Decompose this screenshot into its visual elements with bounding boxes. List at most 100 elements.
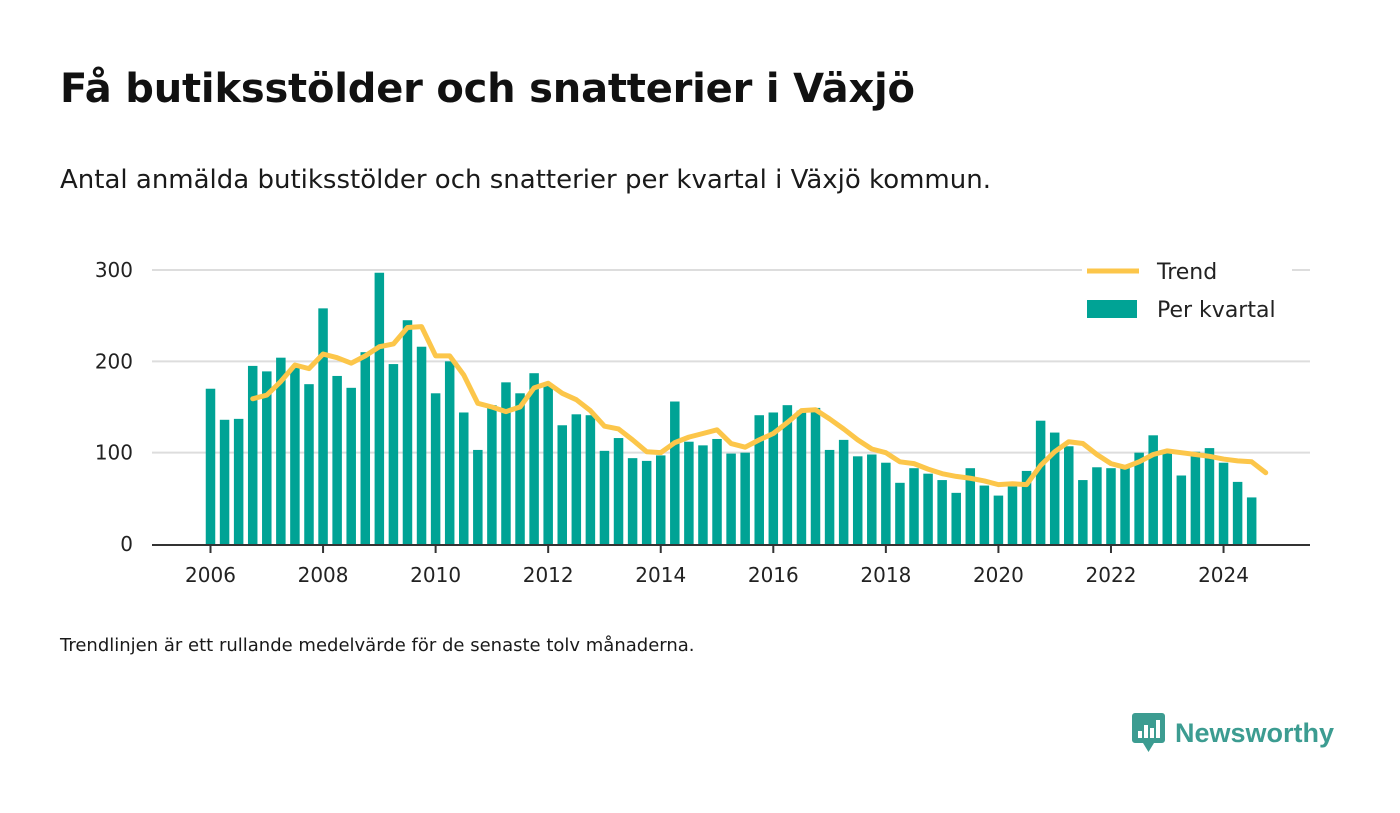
x-tick-label-2020: 2020 bbox=[973, 563, 1024, 587]
bar bbox=[881, 462, 891, 544]
bar bbox=[1092, 467, 1102, 544]
bar bbox=[909, 468, 919, 544]
y-tick-label-300: 300 bbox=[95, 258, 133, 282]
bar bbox=[318, 308, 328, 544]
bar bbox=[1035, 420, 1046, 544]
bar bbox=[332, 375, 342, 544]
bar bbox=[1162, 451, 1173, 544]
bar bbox=[247, 365, 258, 544]
x-tick-label-2010: 2010 bbox=[410, 563, 461, 587]
x-tick-label-2018: 2018 bbox=[860, 563, 911, 587]
bar bbox=[698, 445, 708, 544]
bar bbox=[543, 384, 553, 544]
bar bbox=[810, 407, 821, 544]
bar bbox=[529, 373, 539, 544]
bar bbox=[1232, 481, 1243, 544]
bar bbox=[754, 415, 764, 544]
x-tick-label-2014: 2014 bbox=[635, 563, 686, 587]
bar bbox=[867, 454, 877, 544]
legend: Trend Per kvartal bbox=[1082, 260, 1292, 332]
bar bbox=[515, 393, 525, 544]
bar bbox=[613, 438, 624, 544]
bar bbox=[360, 352, 371, 544]
bar bbox=[304, 384, 314, 544]
bar bbox=[1218, 462, 1229, 544]
bar-series bbox=[205, 272, 1257, 544]
bar bbox=[1246, 497, 1257, 544]
newsworthy-logo-icon bbox=[1132, 713, 1165, 752]
bar bbox=[1176, 475, 1187, 544]
bar bbox=[473, 449, 483, 544]
y-tick-label-0: 0 bbox=[120, 532, 133, 556]
bar bbox=[641, 460, 652, 544]
bar bbox=[219, 419, 230, 544]
bar bbox=[923, 473, 933, 544]
bar bbox=[388, 364, 399, 544]
bar bbox=[951, 492, 961, 544]
bar bbox=[501, 382, 511, 544]
x-tick-label-2006: 2006 bbox=[185, 563, 236, 587]
y-axis-ticks: 0 100 200 300 bbox=[95, 258, 133, 556]
bar bbox=[374, 272, 385, 544]
bar bbox=[1134, 452, 1144, 544]
legend-background bbox=[1082, 262, 1292, 332]
bar bbox=[444, 361, 455, 544]
bar bbox=[346, 387, 356, 544]
bar bbox=[782, 405, 793, 544]
bar bbox=[627, 458, 638, 544]
bar bbox=[416, 346, 427, 544]
bar bbox=[1106, 468, 1116, 544]
y-tick-label-100: 100 bbox=[95, 441, 133, 465]
x-tick-label-2016: 2016 bbox=[748, 563, 799, 587]
bar bbox=[487, 405, 497, 544]
bar bbox=[937, 480, 947, 544]
bar bbox=[571, 414, 582, 544]
bar bbox=[557, 425, 567, 544]
bar bbox=[796, 410, 807, 544]
bar bbox=[1078, 480, 1088, 544]
newsworthy-logo-text: Newsworthy bbox=[1175, 717, 1335, 748]
bar bbox=[276, 357, 286, 544]
x-tick-label-2012: 2012 bbox=[523, 563, 574, 587]
x-tick-label-2008: 2008 bbox=[298, 563, 349, 587]
legend-per-kvartal-swatch bbox=[1087, 300, 1137, 318]
bar bbox=[1021, 470, 1032, 544]
bar bbox=[979, 485, 990, 544]
bar bbox=[965, 468, 976, 544]
bar bbox=[1007, 486, 1018, 544]
trend-line bbox=[250, 324, 1269, 488]
bar bbox=[430, 393, 441, 544]
x-tick-label-2024: 2024 bbox=[1198, 563, 1249, 587]
bar bbox=[1148, 435, 1158, 544]
x-axis-ticks: 2006 2008 2010 2012 2014 2016 2018 2020 2022 2024 bbox=[185, 546, 1249, 587]
x-tick-label-2022: 2022 bbox=[1086, 563, 1137, 587]
bar bbox=[895, 482, 905, 544]
y-tick-label-200: 200 bbox=[95, 349, 133, 373]
newsworthy-logo: Newsworthy bbox=[1132, 712, 1334, 754]
bar bbox=[585, 415, 596, 544]
bar bbox=[852, 456, 863, 544]
bar bbox=[824, 449, 835, 544]
bar bbox=[205, 388, 216, 544]
legend-label-trend: Trend bbox=[1156, 260, 1217, 285]
bar bbox=[402, 320, 413, 544]
bar bbox=[290, 367, 300, 544]
bar bbox=[740, 452, 750, 544]
bar bbox=[1120, 467, 1130, 544]
bar bbox=[262, 371, 272, 544]
bar bbox=[1049, 432, 1060, 544]
bar bbox=[1204, 448, 1215, 544]
footnote: Trendlinjen är ett rullande medelvärde f… bbox=[60, 635, 695, 656]
bar bbox=[670, 401, 680, 544]
bar bbox=[712, 438, 722, 544]
bar bbox=[599, 450, 610, 544]
bar bbox=[993, 495, 1004, 544]
bar bbox=[726, 453, 736, 544]
bar bbox=[684, 441, 694, 544]
bar bbox=[1190, 451, 1201, 544]
bar bbox=[1064, 446, 1074, 544]
bar bbox=[768, 412, 779, 544]
bar bbox=[233, 418, 244, 544]
chart-title: Få butiksstölder och snatterier i Växjö bbox=[60, 66, 915, 112]
